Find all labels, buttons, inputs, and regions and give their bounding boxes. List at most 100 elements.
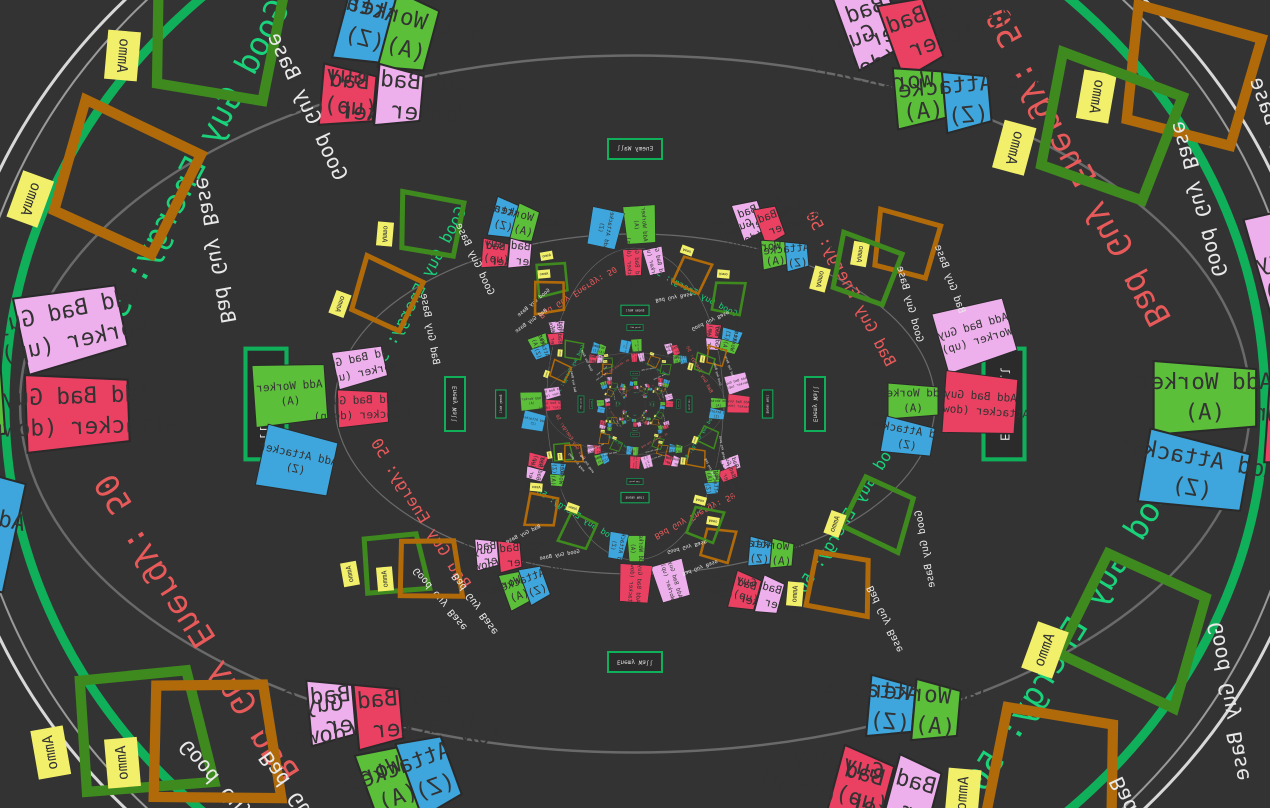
button-shape[interactable]	[637, 352, 645, 363]
button[interactable]: Add Attacker(Z)	[520, 409, 547, 433]
button-shape[interactable]	[679, 355, 688, 365]
button[interactable]: Add Attacker(Z)	[702, 466, 721, 509]
button-shape[interactable]	[508, 202, 541, 245]
button-shape[interactable]	[305, 677, 358, 748]
button-shape[interactable]	[665, 400, 674, 408]
button[interactable]: Add Worker(A)	[1137, 359, 1270, 436]
button-shape[interactable]	[660, 401, 666, 406]
button[interactable]: Add Attacker(Z)	[585, 204, 625, 252]
button-shape[interactable]	[661, 423, 669, 430]
button[interactable]: Add Attacker(Z)	[657, 424, 664, 439]
button-shape[interactable]	[644, 396, 648, 399]
button-shape[interactable]	[599, 419, 607, 426]
button[interactable]: Add Worker(A)	[630, 339, 642, 352]
button-shape[interactable]	[644, 420, 648, 425]
button-shape[interactable]	[599, 452, 610, 465]
button-shape[interactable]	[716, 465, 739, 483]
button-shape[interactable]	[635, 385, 639, 390]
button-shape[interactable]	[545, 399, 562, 412]
button-shape[interactable]	[618, 563, 653, 604]
button-shape[interactable]	[596, 400, 605, 407]
button[interactable]: Add Attacker(Z)	[658, 404, 667, 410]
button[interactable]: Add Worker(A)	[704, 458, 723, 494]
button[interactable]: Add Worker(A)	[548, 462, 567, 498]
button-shape[interactable]	[474, 537, 500, 572]
button-shape[interactable]	[622, 204, 658, 245]
button[interactable]: Add Attacker(Z)	[631, 417, 636, 423]
button[interactable]: Add Attacker(Z)	[642, 411, 646, 417]
button[interactable]: Add Worker(A)	[646, 416, 653, 421]
button-shape[interactable]	[330, 342, 389, 391]
button-shape[interactable]	[497, 539, 523, 574]
button-shape[interactable]	[784, 240, 810, 273]
button-shape[interactable]	[910, 677, 962, 744]
button-shape[interactable]	[0, 444, 28, 600]
button-shape[interactable]	[662, 453, 674, 467]
button-shape[interactable]	[634, 419, 637, 423]
button-shape[interactable]	[588, 353, 598, 364]
button-shape[interactable]	[664, 393, 674, 402]
button-shape[interactable]	[376, 0, 442, 78]
button-shape[interactable]	[372, 62, 425, 129]
button-shape[interactable]	[526, 451, 549, 471]
button[interactable]: Add Worker(A)	[626, 531, 647, 566]
button-shape[interactable]	[23, 371, 131, 455]
button-shape[interactable]	[875, 0, 946, 81]
button[interactable]: Add Attacker(Z)	[251, 423, 342, 500]
button-shape[interactable]	[622, 411, 625, 414]
button-shape[interactable]	[823, 743, 897, 808]
button-shape[interactable]	[352, 681, 405, 752]
button[interactable]: Add Worker(A)	[0, 315, 7, 454]
button-shape[interactable]	[546, 332, 565, 346]
button[interactable]: Add Worker(A)	[667, 354, 688, 365]
button[interactable]: Add Worker(A)	[708, 397, 728, 409]
button-shape[interactable]	[599, 424, 607, 430]
button-shape[interactable]	[646, 384, 651, 389]
button-shape[interactable]	[629, 456, 641, 470]
button[interactable]: Add Attacker(Z)	[599, 379, 610, 395]
button-shape[interactable]	[593, 444, 602, 455]
button-shape[interactable]	[648, 417, 651, 421]
button-shape[interactable]	[640, 454, 654, 470]
button-shape[interactable]	[632, 446, 639, 456]
button[interactable]: Add Worker(A)	[251, 361, 329, 428]
button-shape[interactable]	[723, 371, 750, 396]
button-shape[interactable]	[625, 445, 634, 456]
button-shape[interactable]	[633, 380, 638, 386]
button-shape[interactable]	[517, 562, 552, 607]
button-shape[interactable]	[600, 384, 608, 390]
button-shape[interactable]	[607, 426, 613, 432]
button-shape[interactable]	[624, 395, 627, 398]
button-shape[interactable]	[879, 415, 936, 460]
button-shape[interactable]	[659, 405, 666, 410]
button-shape[interactable]	[605, 402, 611, 407]
button-shape[interactable]	[0, 315, 7, 454]
button-shape[interactable]	[606, 531, 630, 561]
button[interactable]: Add Attacker(Z)	[629, 380, 634, 386]
button-shape[interactable]	[606, 376, 613, 381]
